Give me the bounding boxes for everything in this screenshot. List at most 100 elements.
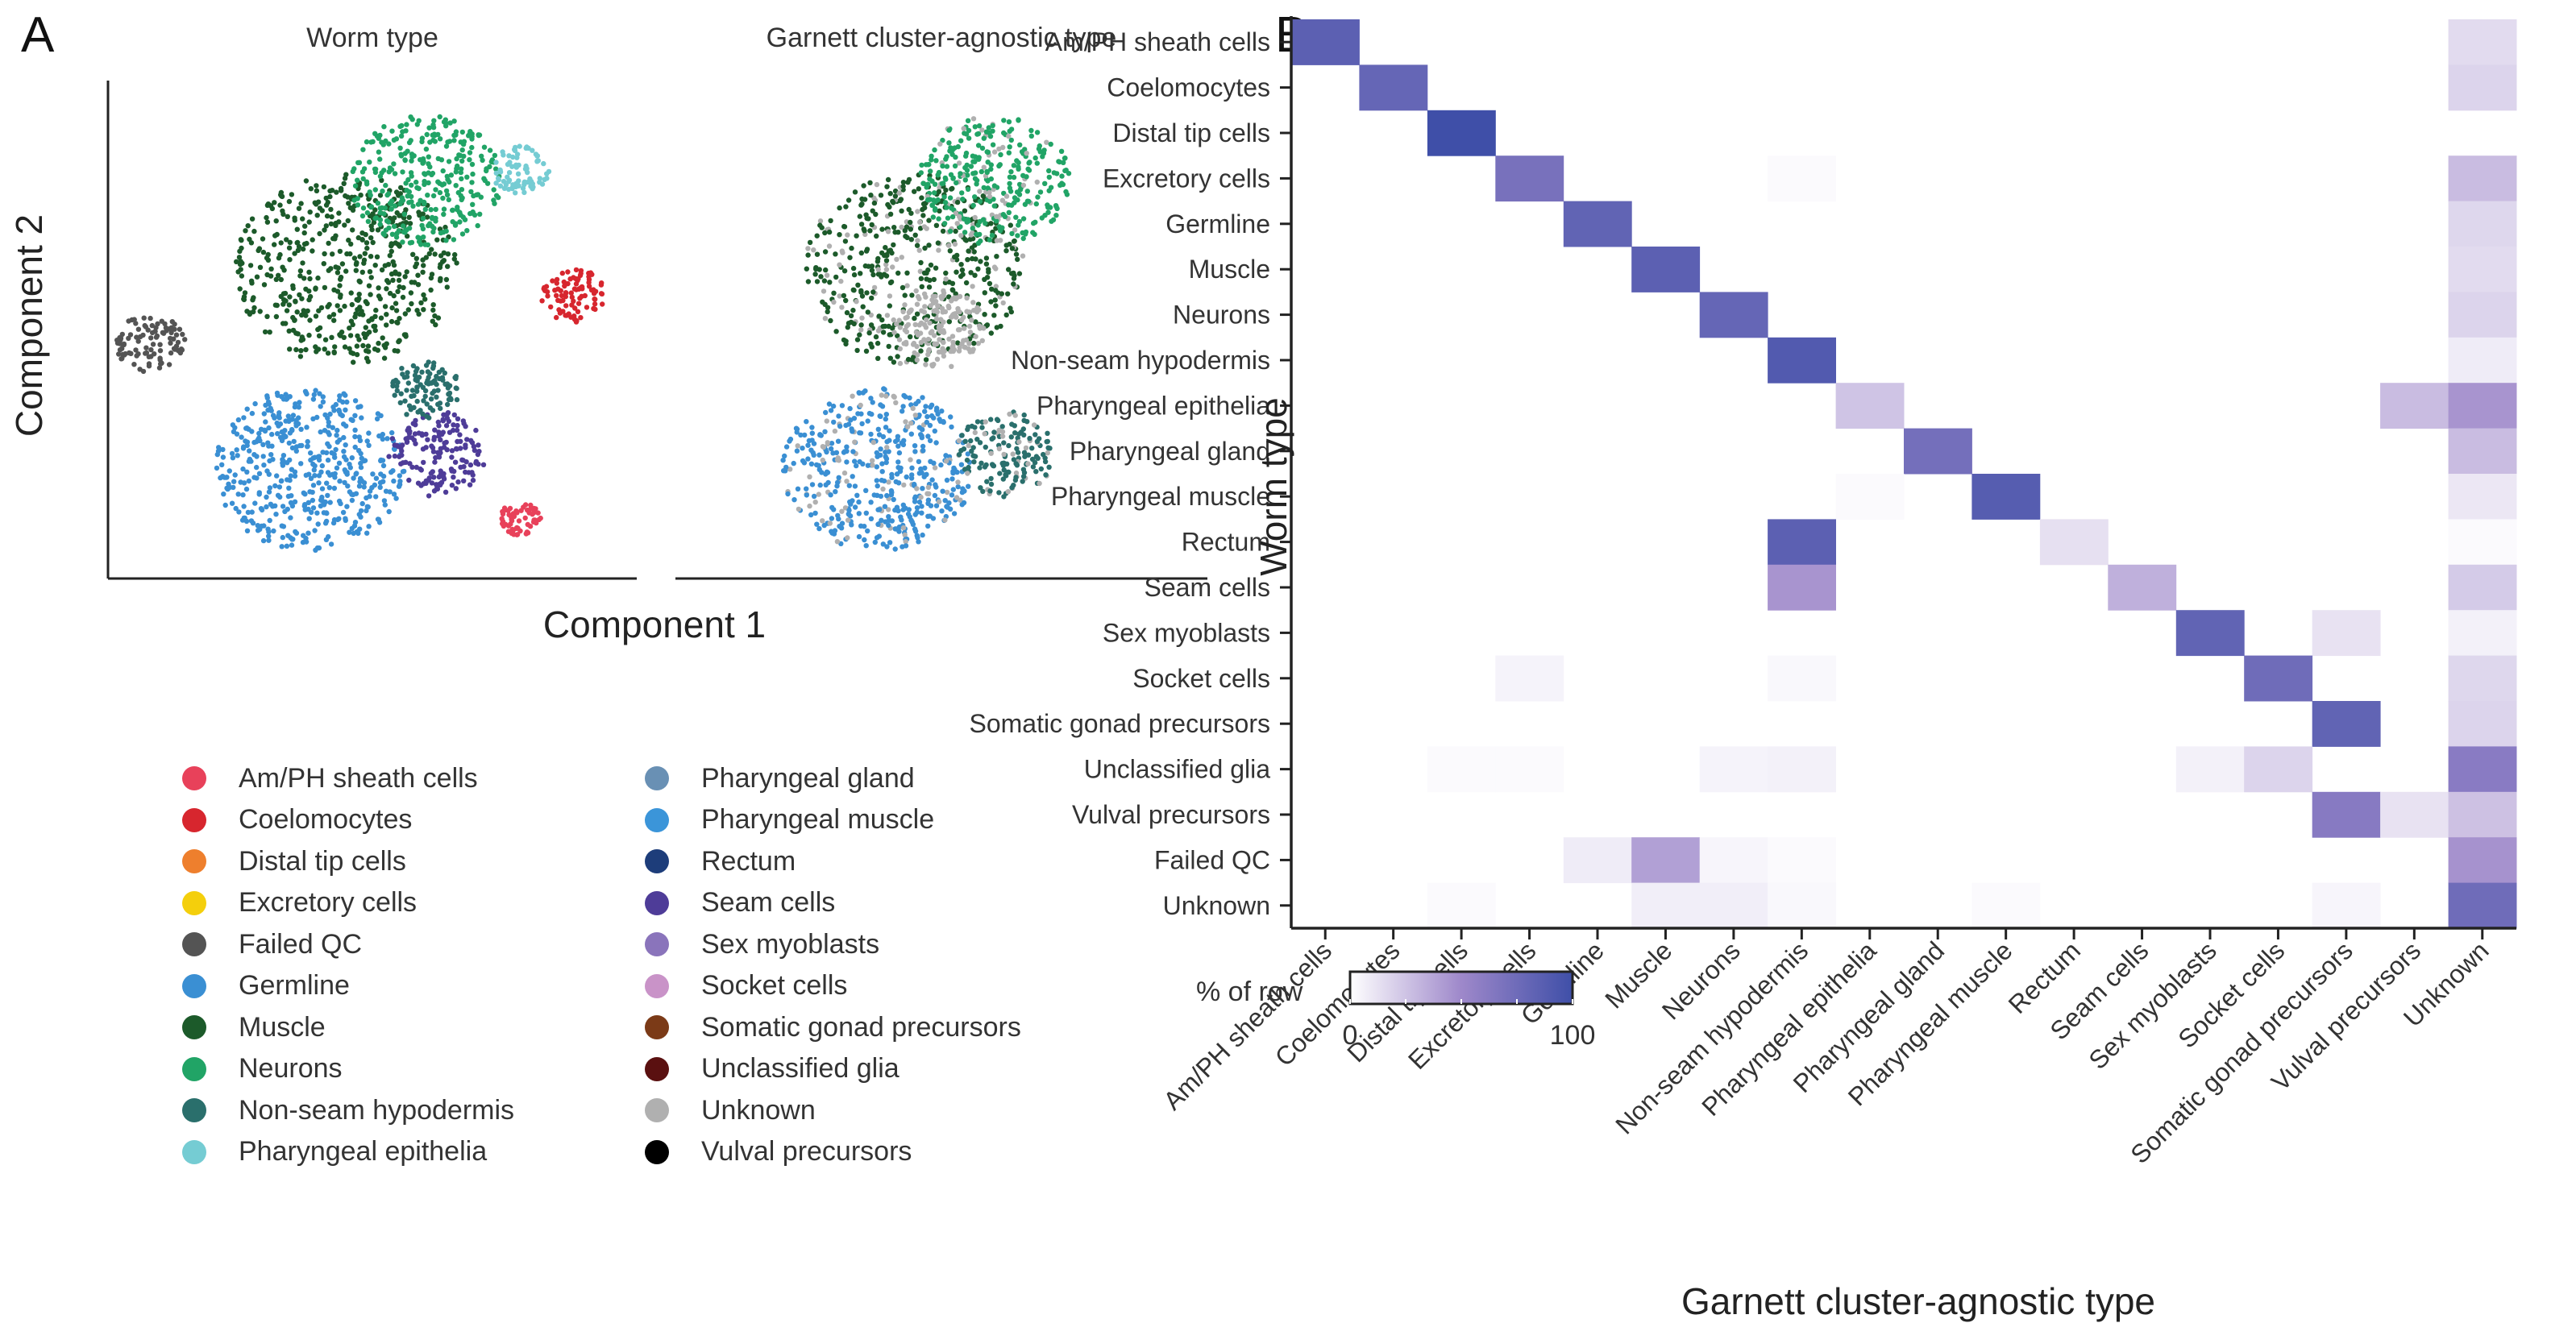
tsne-point	[254, 464, 260, 471]
tsne-point	[451, 256, 457, 262]
tsne-point	[546, 168, 552, 175]
tsne-point	[1007, 241, 1012, 247]
tsne-point	[862, 228, 867, 234]
tsne-point	[372, 187, 378, 193]
tsne-point	[326, 423, 331, 429]
tsne-point	[560, 297, 566, 304]
tsne-point	[360, 147, 366, 152]
tsne-point	[361, 458, 367, 464]
tsne-point	[264, 468, 270, 474]
tsne-point	[409, 158, 414, 164]
tsne-point	[886, 343, 891, 350]
heatmap-row-label: Somatic gonad precursors	[969, 709, 1270, 738]
tsne-point	[296, 205, 302, 211]
tsne-point	[805, 252, 811, 258]
tsne-point	[903, 234, 908, 239]
tsne-point	[445, 251, 451, 257]
tsne-point	[388, 318, 395, 325]
tsne-point	[461, 421, 467, 426]
tsne-point	[398, 185, 404, 191]
tsne-point	[180, 331, 185, 338]
tsne-point	[427, 405, 433, 411]
tsne-point	[357, 254, 363, 259]
tsne-point	[372, 207, 378, 213]
tsne-point	[334, 433, 339, 438]
tsne-point	[265, 440, 271, 446]
tsne-point	[424, 380, 430, 386]
heatmap-cell	[1768, 837, 1836, 884]
tsne-point	[421, 292, 426, 298]
tsne-point	[346, 201, 351, 206]
tsne-point	[255, 523, 260, 529]
heatmap-row-label: Sex myoblasts	[1103, 618, 1270, 647]
tsne-point	[921, 224, 928, 230]
heatmap-cell	[1768, 746, 1836, 793]
tsne-point	[288, 515, 293, 520]
tsne-point	[428, 396, 434, 402]
tsne-point	[366, 283, 372, 288]
tsne-point	[409, 301, 414, 307]
tsne-point	[975, 266, 981, 272]
tsne-point	[370, 139, 376, 144]
tsne-point	[397, 400, 403, 405]
tsne-point	[858, 288, 864, 293]
tsne-point	[854, 299, 859, 305]
tsne-point	[307, 209, 313, 215]
tsne-point	[308, 186, 314, 192]
tsne-point	[337, 479, 343, 484]
tsne-point	[523, 502, 529, 508]
tsne-point	[475, 222, 480, 229]
tsne-cluster	[539, 267, 605, 325]
tsne-point	[429, 247, 434, 252]
tsne-point	[341, 449, 347, 454]
heatmap-cell	[2448, 156, 2517, 202]
tsne-point	[300, 216, 305, 222]
tsne-point	[381, 232, 387, 238]
tsne-point	[289, 467, 295, 472]
tsne-point	[511, 513, 517, 520]
tsne-point	[358, 404, 364, 409]
tsne-point	[579, 293, 584, 299]
tsne-point	[266, 529, 272, 535]
tsne-point	[377, 479, 384, 486]
tsne-point	[354, 297, 359, 303]
tsne-point	[426, 251, 432, 257]
tsne-point	[408, 290, 414, 296]
tsne-point	[434, 237, 440, 243]
heatmap-row-label: Unclassified glia	[1084, 755, 1270, 784]
tsne-point	[914, 243, 920, 248]
tsne-point	[342, 467, 347, 473]
tsne-point	[401, 211, 407, 218]
tsne-point	[403, 227, 409, 233]
tsne-point	[833, 329, 839, 334]
tsne-point	[455, 416, 461, 421]
tsne-point	[457, 219, 463, 225]
tsne-point	[327, 472, 333, 478]
tsne-point	[439, 367, 445, 372]
tsne-point	[397, 243, 402, 249]
tsne-point	[884, 184, 890, 189]
tsne-point	[168, 325, 174, 330]
tsne-point	[437, 114, 442, 120]
tsne-point	[360, 342, 366, 349]
tsne-point	[277, 421, 284, 427]
tsne-point	[338, 412, 343, 417]
tsne-point	[430, 302, 436, 308]
tsne-point	[819, 225, 825, 230]
tsne-point	[393, 189, 400, 195]
tsne-point	[343, 442, 348, 448]
tsne-point	[365, 343, 372, 349]
tsne-point	[896, 190, 902, 196]
tsne-point	[433, 321, 438, 328]
tsne-point	[290, 327, 297, 334]
tsne-cluster	[804, 172, 1026, 367]
tsne-point	[328, 541, 334, 547]
tsne-point	[334, 427, 340, 433]
tsne-point	[351, 530, 356, 537]
tsne-point	[273, 313, 280, 320]
tsne-point	[469, 144, 475, 151]
tsne-point	[909, 292, 915, 298]
tsne-point	[408, 114, 413, 120]
tsne-point	[575, 286, 582, 292]
tsne-point	[356, 483, 363, 489]
